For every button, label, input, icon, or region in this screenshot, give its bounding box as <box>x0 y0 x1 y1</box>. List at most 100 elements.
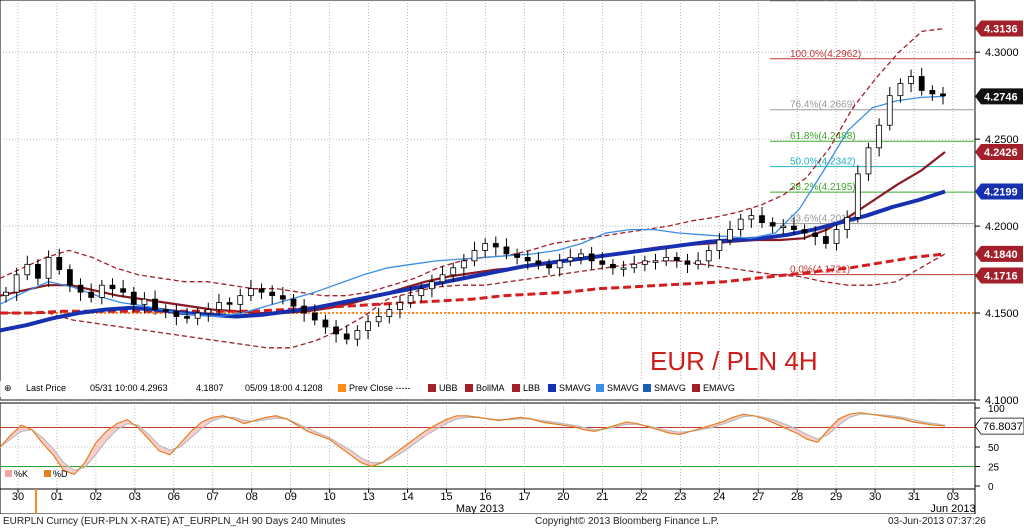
footer: EURPLN Curncy (EUR-PLN X-RATE) AT_EURPLN… <box>0 514 1024 530</box>
legend-swatch <box>512 384 520 392</box>
candle-up <box>567 256 574 262</box>
candle-down <box>258 288 265 293</box>
candle-down <box>940 93 946 97</box>
osc-y-tick-label: 0 <box>988 482 994 493</box>
legend-item: SMAVG <box>607 383 639 393</box>
legend-swatch <box>428 384 436 392</box>
candle-up <box>460 260 467 269</box>
candle-down <box>759 215 765 224</box>
candle-down <box>35 263 41 279</box>
candle-up <box>482 243 489 251</box>
x-axis-panel <box>0 488 976 515</box>
x-tick-label: 01 <box>51 491 63 503</box>
candle-up <box>556 260 563 269</box>
candle-up <box>641 260 648 265</box>
price-tag-label: 4.1716 <box>984 270 1018 282</box>
candle-up <box>216 302 222 310</box>
candle-down <box>333 326 339 335</box>
candle-up <box>407 295 414 304</box>
candle-up <box>24 263 31 276</box>
x-axis: 30 01 02 03 06 07 08 09 10 13 14 15 16 17 20 21 22 23 24 27… <box>12 489 976 515</box>
x-tick-label: 17 <box>518 491 530 503</box>
candle-up <box>865 147 872 175</box>
x-tick-label: 08 <box>246 491 258 503</box>
price-tag-label: 4.2746 <box>984 91 1018 103</box>
osc-y-tick-label: 25 <box>988 463 1000 474</box>
candle-up <box>737 218 744 230</box>
footer-copyright: Copyright© 2013 Bloomberg Finance L.P. <box>535 516 719 527</box>
lower-bollinger-band <box>0 253 946 349</box>
candle-up <box>205 309 212 314</box>
candle-up <box>716 239 723 251</box>
candle-up <box>375 316 382 323</box>
x-tick-label: 09 <box>285 491 297 503</box>
candle-down <box>535 260 542 265</box>
x-tick-label: 21 <box>596 491 608 503</box>
candle-down <box>301 305 308 314</box>
price-tag <box>975 183 1023 200</box>
candle-down <box>599 260 606 265</box>
candle-up <box>695 260 702 265</box>
legend-last-price: Last Price <box>26 383 66 393</box>
candle-down <box>311 312 318 321</box>
candle-up <box>429 281 435 290</box>
candle-up <box>908 76 914 84</box>
x-tick-label: 27 <box>752 491 764 503</box>
price-tag <box>975 144 1023 160</box>
candle-down <box>684 260 691 265</box>
x-tick-label: 10 <box>324 491 336 503</box>
candle-down <box>812 232 819 237</box>
candle-down <box>673 256 680 262</box>
x-tick-label: 02 <box>90 491 102 503</box>
candle-down <box>269 291 276 297</box>
chart-title: EUR / PLN 4H <box>650 346 818 376</box>
x-tick-label: 30 <box>12 491 24 503</box>
y-tick-label: 4.2500 <box>985 134 1019 146</box>
osc-legend-k: %K <box>14 469 28 479</box>
price-tag <box>975 20 1023 37</box>
candle-up <box>780 225 787 228</box>
candle-up <box>471 250 478 262</box>
fib-label: 50.0%(4.2342) <box>790 157 856 168</box>
x-tick-label: 20 <box>557 491 569 503</box>
osc-k-line <box>0 412 946 476</box>
price-tags: 4.3136 4.2746 4.2426 4.2199 4.1840 4.1716 <box>975 20 1023 284</box>
legend-item: EMAVG <box>703 383 735 393</box>
candle-down <box>66 269 73 286</box>
price-tag-label: 4.2426 <box>984 147 1018 159</box>
candle-up <box>439 274 446 283</box>
candle-down <box>801 229 808 234</box>
main-panel <box>0 0 976 401</box>
month-label: May 2013 <box>456 503 504 514</box>
candle-up <box>13 274 20 293</box>
candle-down <box>152 298 158 310</box>
x-tick-label: 06 <box>168 491 180 503</box>
osc-legend-d: %D <box>53 469 68 479</box>
legend-item: SMAVG <box>559 383 591 393</box>
candle-down <box>56 256 63 270</box>
fib-label: 123.6%(4.3295) <box>790 0 861 2</box>
price-tag <box>975 267 1023 284</box>
candle-down <box>610 263 616 269</box>
legend-item: BollMA <box>476 383 505 393</box>
candle-up <box>194 312 201 319</box>
candle-up <box>631 263 638 269</box>
month-label: Jun 2013 <box>930 503 975 514</box>
fib-label: 23.6%(4.2014) <box>790 214 856 225</box>
oscillator-panel <box>0 402 976 490</box>
candle-up <box>833 229 840 244</box>
x-tick-label: 13 <box>363 491 375 503</box>
candle-up <box>418 288 425 297</box>
candle-up <box>897 83 904 97</box>
y-tick-label: 4.1000 <box>985 395 1019 407</box>
candle-up <box>247 288 254 297</box>
price-tag-label: 4.3136 <box>984 24 1018 36</box>
candle-up <box>876 124 883 149</box>
legend-swatch <box>338 384 346 392</box>
price-tag <box>975 88 1023 105</box>
x-tick-label: 03 <box>129 491 141 503</box>
candle-down <box>77 284 84 293</box>
osc-y-tick-label: 100 <box>988 404 1005 415</box>
legend-last-price-high: 05/31 10:00 4.2963 <box>90 383 168 393</box>
fib-label: 100.0%(4.2962) <box>790 49 861 60</box>
